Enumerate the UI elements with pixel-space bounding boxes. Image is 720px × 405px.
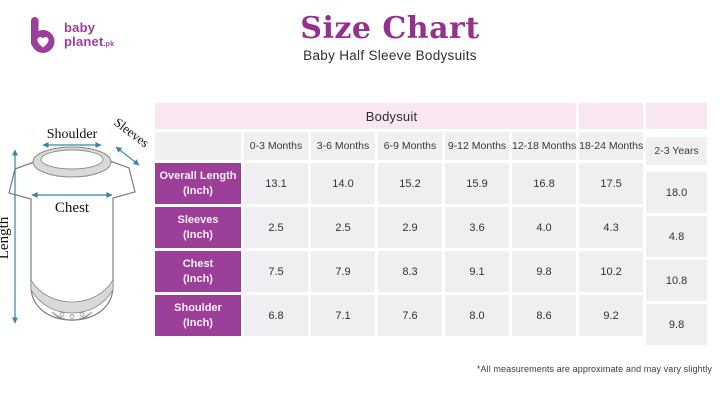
value-cell: 14.0 bbox=[311, 163, 375, 204]
value-cell: 4.0 bbox=[512, 207, 577, 248]
collar-inner bbox=[40, 149, 104, 170]
value-cell: 17.5 bbox=[579, 163, 644, 204]
value-cell: 18.0 bbox=[646, 172, 708, 213]
value-cell: 7.5 bbox=[244, 251, 308, 292]
value-cell: 2.9 bbox=[378, 207, 442, 248]
value-cell: 9.1 bbox=[445, 251, 509, 292]
row-label-shoulder: Shoulder (Inch) bbox=[155, 295, 241, 336]
row-label-overall-length: Overall Length (Inch) bbox=[155, 163, 241, 204]
brand-suffix: .pk bbox=[103, 41, 115, 48]
baby-planet-b-heart-icon bbox=[31, 17, 55, 53]
table-row-chest: Chest (Inch) 7.5 7.9 8.3 9.1 9.8 10.2 10.… bbox=[155, 251, 708, 301]
snap-button bbox=[59, 312, 65, 317]
column-header-18-24-months: 18-24 Months bbox=[579, 132, 643, 160]
brand-word-planet: planet bbox=[64, 34, 104, 49]
group-header-cell: Bodysuit bbox=[155, 103, 577, 129]
column-header-row: 0-3 Months 3-6 Months 6-9 Months 9-12 Mo… bbox=[155, 132, 708, 165]
value-cell: 16.8 bbox=[512, 163, 577, 204]
column-header-0-3-months: 0-3 Months bbox=[244, 132, 308, 160]
shoulder-label: Shoulder bbox=[47, 127, 98, 142]
value-cell: 4.8 bbox=[646, 216, 708, 257]
value-cell: 15.9 bbox=[445, 163, 509, 204]
brand-wordmark: baby planet.pk bbox=[64, 21, 114, 48]
table-row-sleeves: Sleeves (Inch) 2.5 2.5 2.9 3.6 4.0 4.3 4.… bbox=[155, 207, 708, 257]
value-cell: 7.6 bbox=[378, 295, 442, 336]
column-header-6-9-months: 6-9 Months bbox=[378, 132, 442, 160]
value-cell: 3.6 bbox=[445, 207, 509, 248]
corner-cell bbox=[155, 132, 241, 160]
value-cell: 13.1 bbox=[244, 163, 308, 204]
value-cell: 6.8 bbox=[244, 295, 308, 336]
row-label-chest: Chest (Inch) bbox=[155, 251, 241, 292]
measurements-disclaimer: *All measurements are approximate and ma… bbox=[476, 364, 712, 374]
value-cell: 8.3 bbox=[378, 251, 442, 292]
page-title: Size Chart bbox=[300, 11, 480, 46]
value-cell: 2.5 bbox=[311, 207, 375, 248]
value-cell: 15.2 bbox=[378, 163, 442, 204]
value-cell: 10.8 bbox=[646, 260, 708, 301]
chest-label: Chest bbox=[55, 200, 90, 216]
column-header-3-6-months: 3-6 Months bbox=[311, 132, 375, 160]
bodysuit-bottom-band bbox=[30, 278, 114, 314]
value-cell: 8.0 bbox=[445, 295, 509, 336]
bodysuit-outline bbox=[8, 156, 136, 321]
column-header-2-3-years: 2-3 Years bbox=[646, 137, 708, 165]
value-cell: 9.8 bbox=[646, 304, 708, 345]
value-cell: 10.2 bbox=[579, 251, 644, 292]
value-cell: 7.9 bbox=[311, 251, 375, 292]
table-row-overall-length: Overall Length (Inch) 13.1 14.0 15.2 15.9… bbox=[155, 163, 708, 213]
column-header-9-12-months: 9-12 Months bbox=[445, 132, 509, 160]
snap-button bbox=[79, 312, 85, 317]
value-cell: 8.6 bbox=[512, 295, 577, 336]
table-row-shoulder: Shoulder (Inch) 6.8 7.1 7.6 8.0 8.6 9.2 9… bbox=[155, 295, 708, 345]
bodysuit-crotch-flap bbox=[51, 311, 93, 321]
size-table: Bodysuit 0-3 Months 3-6 Months 6-9 Month… bbox=[152, 100, 711, 345]
value-cell: 4.3 bbox=[579, 207, 644, 248]
snap-button bbox=[69, 314, 75, 319]
brand-logo: baby planet.pk bbox=[28, 16, 114, 54]
value-cell: 9.2 bbox=[579, 295, 644, 336]
sleeves-label: Sleeves bbox=[111, 116, 152, 150]
title-block: Size Chart Baby Half Sleeve Bodysuits bbox=[230, 12, 550, 63]
group-header-spacer-cell bbox=[579, 103, 644, 129]
group-header-row: Bodysuit bbox=[155, 103, 708, 129]
column-header-12-18-months: 12-18 Months bbox=[512, 132, 576, 160]
value-cell: 7.1 bbox=[311, 295, 375, 336]
group-header-spacer-cell bbox=[646, 103, 708, 129]
value-cell: 9.8 bbox=[512, 251, 577, 292]
page-subtitle: Baby Half Sleeve Bodysuits bbox=[303, 48, 477, 63]
sleeves-arrow bbox=[115, 146, 140, 166]
bodysuit-measurement-diagram: Shoulder Sleeves Chest Length bbox=[0, 114, 152, 348]
row-label-sleeves: Sleeves (Inch) bbox=[155, 207, 241, 248]
value-cell: 2.5 bbox=[244, 207, 308, 248]
length-label: Length bbox=[0, 216, 12, 259]
brand-word-baby: baby bbox=[64, 20, 96, 36]
